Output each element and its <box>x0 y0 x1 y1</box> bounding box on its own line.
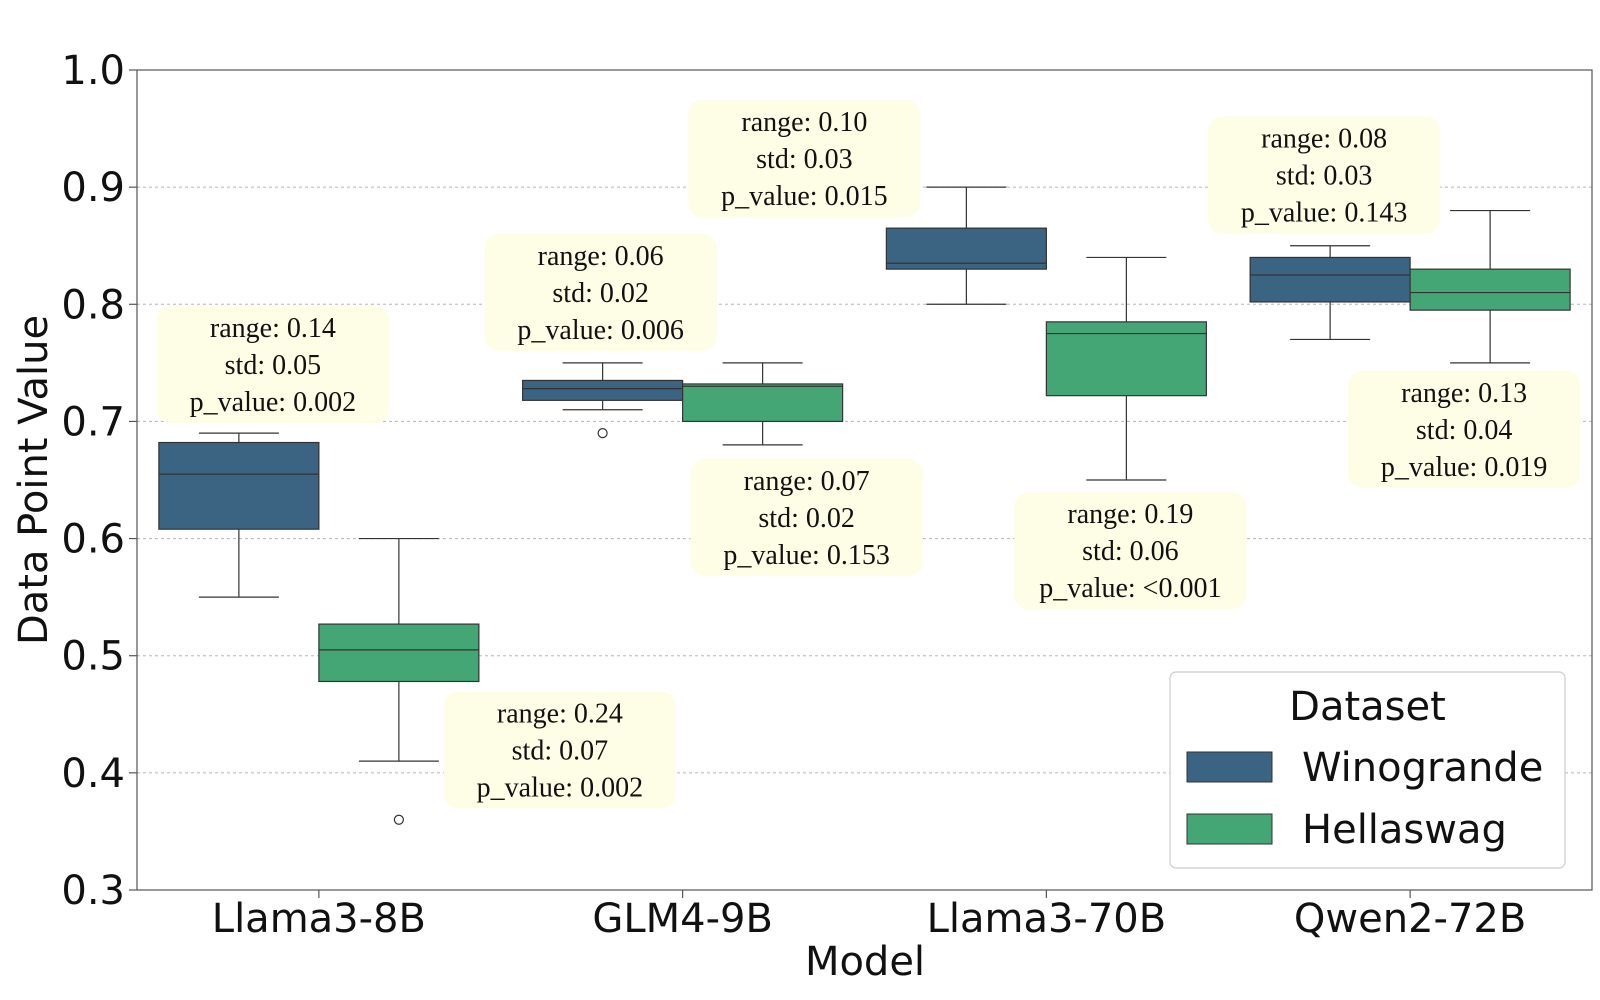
outlier-point <box>393 814 404 825</box>
y-tick-label: 0.8 <box>61 282 125 328</box>
annotation-std: std: 0.06 <box>1082 536 1178 567</box>
y-tick-label: 0.3 <box>61 868 125 914</box>
legend-title: Dataset <box>1289 684 1446 730</box>
annotation-std: std: 0.02 <box>552 278 648 309</box>
box-body <box>158 441 320 530</box>
annotation-range: range: 0.19 <box>1067 499 1193 530</box>
annotation-box <box>156 306 389 424</box>
annotation-std: std: 0.02 <box>758 503 854 534</box>
annotation-range: range: 0.14 <box>210 313 336 344</box>
box-winogrande-qwen2-72b <box>1249 245 1411 341</box>
stats-annotation: range: 0.10 std: 0.03 p_value: 0.015 <box>688 100 921 218</box>
annotation-range: range: 0.10 <box>741 107 867 138</box>
annotation-p-value: p_value: 0.002 <box>477 772 643 803</box>
box-hellaswag-llama3-70b <box>1045 256 1207 481</box>
annotation-box <box>688 100 921 218</box>
box-body <box>682 383 844 423</box>
annotation-range: range: 0.13 <box>1401 378 1527 409</box>
box-body <box>1045 321 1207 397</box>
annotation-box <box>1208 116 1441 234</box>
x-axis-title: Model <box>805 939 925 985</box>
annotation-std: std: 0.05 <box>225 350 321 381</box>
x-tick-label: GLM4-9B <box>592 896 773 942</box>
box-body <box>885 227 1047 270</box>
box-layer <box>158 186 1571 825</box>
x-tick-label: Llama3-70B <box>927 896 1167 942</box>
annotation-std: std: 0.03 <box>756 144 852 175</box>
box-winogrande-llama3-70b <box>885 186 1047 305</box>
stats-annotation: range: 0.07 std: 0.02 p_value: 0.153 <box>690 458 923 576</box>
annotation-std: std: 0.04 <box>1416 415 1512 446</box>
y-tick-label: 0.5 <box>61 634 125 680</box>
stats-annotation: range: 0.24 std: 0.07 p_value: 0.002 <box>443 691 676 809</box>
annotation-box <box>1348 370 1581 488</box>
annotation-range: range: 0.08 <box>1261 124 1387 155</box>
stats-annotation: range: 0.14 std: 0.05 p_value: 0.002 <box>156 306 389 424</box>
annotation-range: range: 0.24 <box>497 698 623 729</box>
stats-annotation: range: 0.08 std: 0.03 p_value: 0.143 <box>1208 116 1441 234</box>
legend-label: Hellaswag <box>1302 807 1507 853</box>
annotation-range: range: 0.06 <box>538 241 664 272</box>
y-tick-label: 0.7 <box>61 399 125 445</box>
annotation-p-value: p_value: 0.153 <box>723 540 889 571</box>
y-tick-label: 0.6 <box>61 517 125 563</box>
annotation-std: std: 0.03 <box>1276 161 1372 192</box>
y-tick-label: 0.9 <box>61 165 125 211</box>
y-axis-title: Data Point Value <box>11 315 57 645</box>
annotation-std: std: 0.07 <box>512 735 608 766</box>
annotation-box <box>1014 492 1247 609</box>
box-body <box>1249 256 1411 303</box>
box-hellaswag-glm4-9b <box>682 362 844 446</box>
x-tick-label: Qwen2-72B <box>1294 896 1526 942</box>
legend: Dataset Winogrande Hellaswag <box>1169 671 1566 869</box>
stats-annotation: range: 0.19 std: 0.06 p_value: <0.001 <box>1014 492 1247 609</box>
y-tick-label: 1.0 <box>61 48 125 94</box>
box-body <box>1409 268 1571 311</box>
plot-frame <box>136 69 1593 891</box>
annotation-p-value: p_value: 0.002 <box>190 387 356 418</box>
annotation-box <box>443 691 676 809</box>
legend-label: Winogrande <box>1302 745 1543 791</box>
annotation-p-value: p_value: 0.015 <box>721 181 887 212</box>
legend-swatch <box>1186 813 1273 845</box>
annotation-p-value: p_value: 0.143 <box>1241 198 1407 229</box>
stats-annotation: range: 0.06 std: 0.02 p_value: 0.006 <box>484 233 717 351</box>
annotation-p-value: p_value: 0.019 <box>1381 452 1547 483</box>
annotation-p-value: p_value: <0.001 <box>1039 573 1221 604</box>
box-body <box>318 623 480 683</box>
annotation-p-value: p_value: 0.006 <box>517 315 683 346</box>
annotation-box <box>484 233 717 351</box>
x-tick-label: Llama3-8B <box>212 896 426 942</box>
stats-annotation: range: 0.13 std: 0.04 p_value: 0.019 <box>1348 370 1581 488</box>
y-axis: 0.3 0.4 0.5 0.6 0.7 0.8 0.9 1.0 <box>61 48 137 914</box>
box-winogrande-llama3-8b <box>158 432 320 598</box>
annotation-box <box>690 458 923 576</box>
annotation-range: range: 0.07 <box>744 466 870 497</box>
box-hellaswag-qwen2-72b <box>1409 209 1571 364</box>
y-tick-label: 0.4 <box>61 751 125 797</box>
outlier-point <box>597 428 608 439</box>
box-body <box>522 379 684 401</box>
box-hellaswag-llama3-8b <box>318 537 480 825</box>
legend-swatch <box>1186 751 1273 783</box>
x-axis: Llama3-8B GLM4-9B Llama3-70B Qwen2-72B <box>212 890 1526 942</box>
